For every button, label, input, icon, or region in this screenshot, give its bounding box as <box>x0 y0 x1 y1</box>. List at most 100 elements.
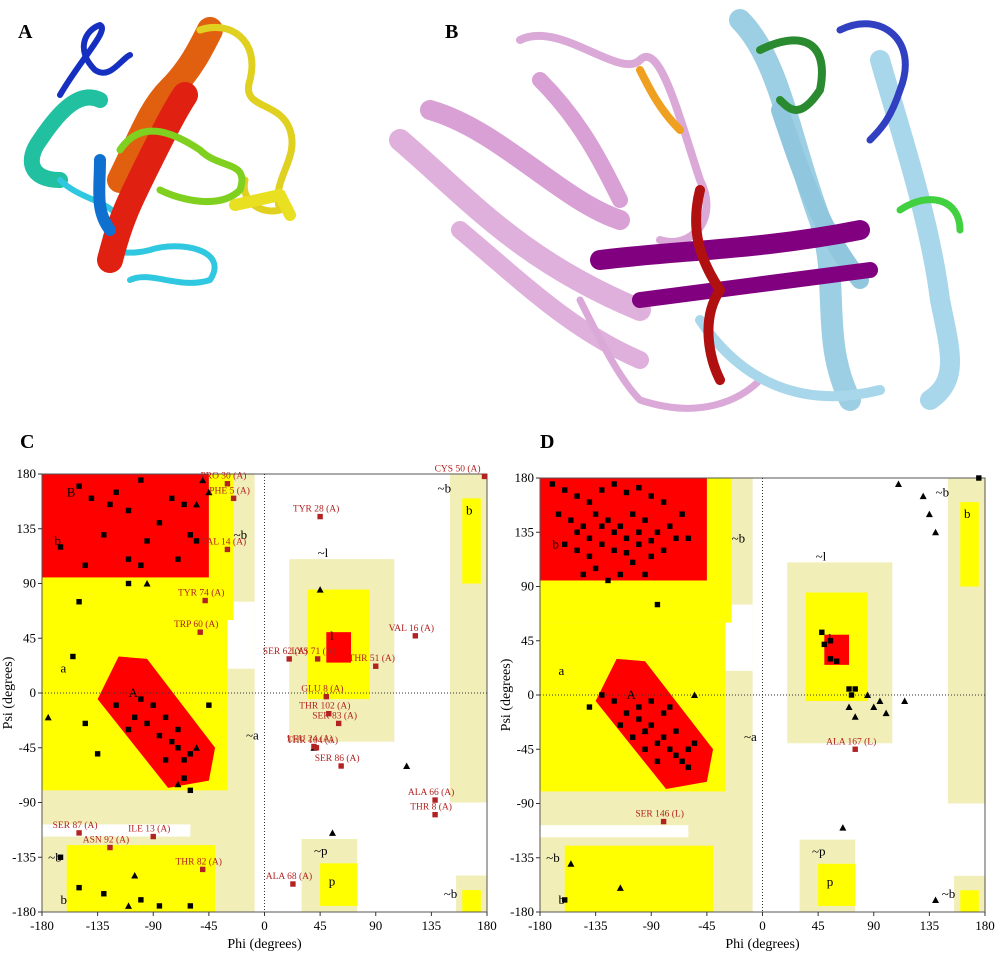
outlier-label: TYR 28 (A) <box>293 504 339 515</box>
residue-point <box>76 884 82 891</box>
residue-point <box>599 523 605 529</box>
glycine-point <box>932 528 940 536</box>
glycine-point <box>174 780 182 788</box>
region-label: l <box>330 628 334 643</box>
residue-point <box>611 529 617 535</box>
residue-point <box>113 489 119 495</box>
glycine-point <box>403 762 411 769</box>
outlier-label: ALA 167 (L) <box>826 736 876 747</box>
y-axis-label: Psi (degrees) <box>1 656 16 729</box>
residue-point <box>138 562 144 568</box>
y-tick-label: 0 <box>528 687 535 702</box>
residue-point <box>580 523 586 529</box>
x-tick-label: 0 <box>759 918 766 933</box>
residue-point <box>326 710 332 717</box>
region-label: ~p <box>812 844 826 859</box>
y-tick-label: 45 <box>521 633 534 648</box>
glycine-point <box>894 480 902 488</box>
x-tick-label: 90 <box>369 918 382 933</box>
outlier-label: SER 86 (A) <box>315 753 360 764</box>
outlier-label: THR 82 (A) <box>175 856 221 867</box>
y-tick-label: -180 <box>12 904 36 919</box>
residue-point <box>175 556 181 562</box>
residue-point <box>568 517 574 523</box>
residue-point <box>138 477 144 483</box>
residue-point <box>592 511 599 517</box>
glycine-point <box>567 860 575 867</box>
residue-point <box>224 546 231 553</box>
residue-point <box>187 787 194 794</box>
residue-point <box>673 752 679 758</box>
residue-point <box>562 487 568 493</box>
residue-point <box>833 658 840 664</box>
residue-point <box>605 517 611 523</box>
y-tick-label: 180 <box>17 466 37 481</box>
residue-point <box>107 844 113 851</box>
glycine-point <box>932 896 940 903</box>
x-tick-label: 180 <box>477 918 497 933</box>
panel-label: D <box>540 431 554 453</box>
region-label: b <box>61 892 68 907</box>
x-tick-label: -45 <box>698 918 715 933</box>
y-tick-label: 135 <box>17 521 37 536</box>
residue-point <box>169 495 175 502</box>
protein-a <box>23 17 296 286</box>
region-core <box>326 632 352 663</box>
residue-point <box>317 513 323 520</box>
region-label: ~b <box>936 484 950 499</box>
residue-point <box>636 716 642 722</box>
x-tick-label: -45 <box>200 918 217 933</box>
region-label: ~b <box>942 886 956 901</box>
region-label: a <box>61 661 67 676</box>
residue-point <box>101 532 107 538</box>
residue-point <box>642 746 648 752</box>
residue-point <box>586 499 593 505</box>
residue-point <box>580 571 586 578</box>
residue-point <box>660 734 667 740</box>
residue-point <box>642 571 648 578</box>
residue-point <box>113 702 119 708</box>
glycine-point <box>143 580 151 587</box>
y-tick-label: 135 <box>515 524 535 539</box>
residue-point <box>599 487 605 493</box>
residue-point <box>586 704 593 710</box>
residue-point <box>642 517 648 523</box>
residue-point <box>125 580 132 587</box>
region-core <box>97 656 216 788</box>
residue-point <box>821 641 828 648</box>
residue-point <box>175 745 181 751</box>
residue-point <box>156 732 163 739</box>
outlier-label: LYS 71 (A) <box>291 646 335 657</box>
glycine-point <box>919 492 927 500</box>
residue-point <box>162 757 169 763</box>
glycine-point <box>199 476 207 484</box>
glycine-point <box>851 713 859 720</box>
residue-point <box>654 740 661 746</box>
region-allowed <box>320 863 358 906</box>
residue-point <box>827 638 834 644</box>
residue-point <box>193 538 200 544</box>
glycine-point <box>864 691 872 698</box>
residue-point <box>290 881 296 887</box>
region-label: b <box>552 536 559 551</box>
region-allowed <box>960 890 979 912</box>
residue-point <box>660 547 667 554</box>
region-allowed <box>462 498 481 584</box>
residue-point <box>667 746 673 752</box>
y-tick-label: -45 <box>517 741 534 756</box>
y-tick-label: -90 <box>517 796 534 811</box>
residue-point <box>599 692 605 698</box>
residue-point <box>224 481 231 487</box>
outlier-label: ILE 13 (A) <box>128 824 170 835</box>
residue-point <box>101 891 107 897</box>
residue-point <box>555 511 562 517</box>
residue-point <box>654 758 661 765</box>
region-label: ~l <box>318 545 329 560</box>
residue-point <box>181 757 187 763</box>
residue-point <box>562 541 568 548</box>
residue-point <box>630 734 636 740</box>
residue-point <box>667 523 673 529</box>
residue-point <box>611 481 617 487</box>
residue-point <box>162 714 169 721</box>
region-label: B <box>67 484 76 499</box>
